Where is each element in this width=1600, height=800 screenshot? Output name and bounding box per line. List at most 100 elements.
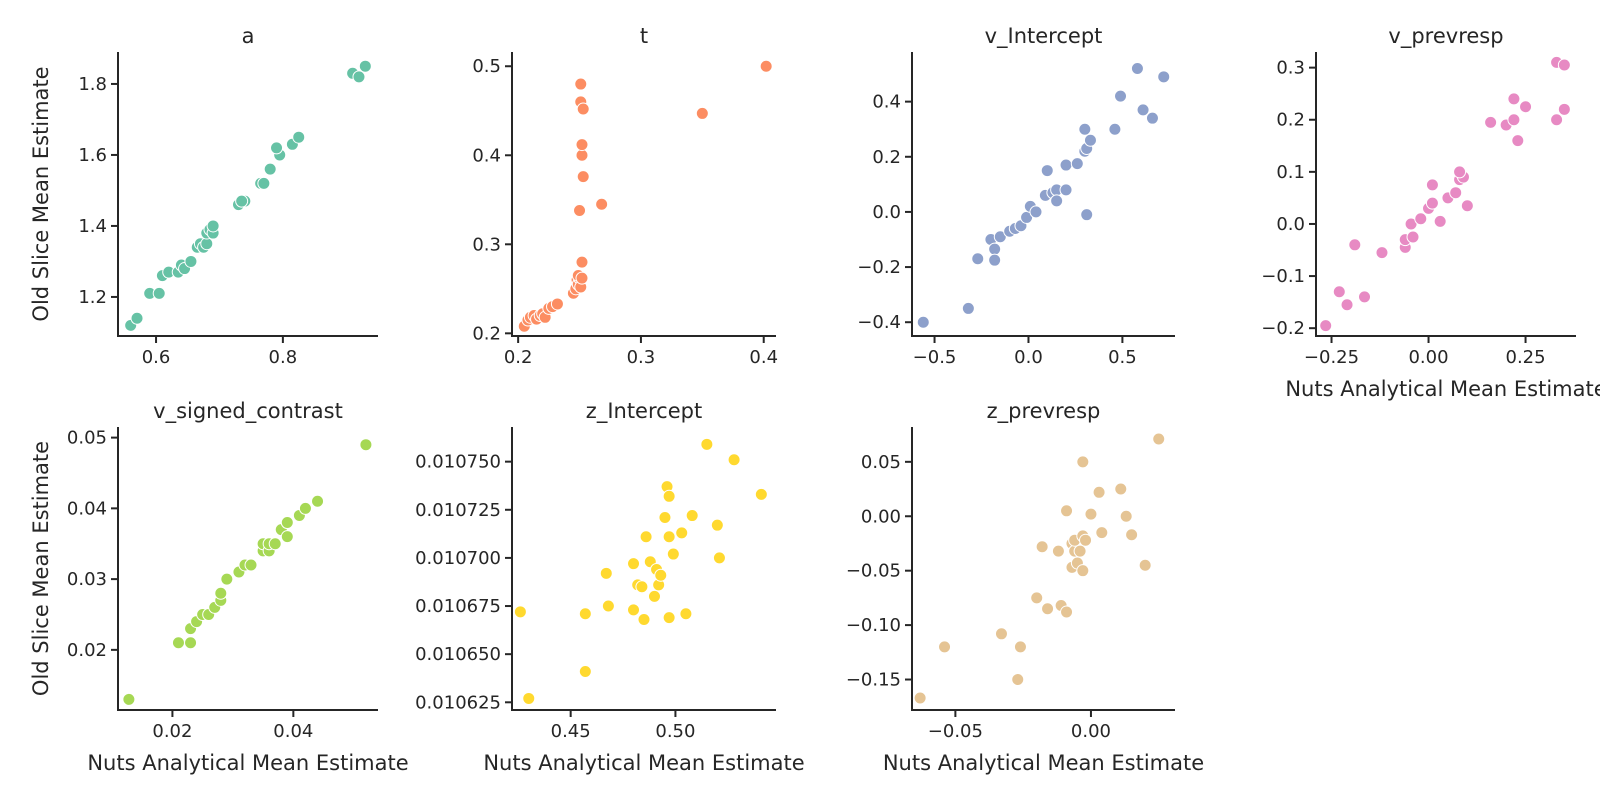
data-point <box>1125 528 1139 542</box>
y-tick-label: 0.2 <box>872 147 901 168</box>
y-tick-label: 0.010725 <box>415 500 501 521</box>
y-tick-label: −0.05 <box>846 561 901 582</box>
data-point <box>712 551 726 565</box>
y-tick-label: 1.8 <box>78 74 107 95</box>
data-point <box>1083 133 1097 147</box>
data-point <box>662 530 676 544</box>
axis-spines <box>511 52 776 337</box>
x-tick-label: 0.45 <box>551 721 591 742</box>
data-point <box>1130 62 1144 76</box>
data-point <box>662 489 676 503</box>
x-tick-label: 0.25 <box>1506 347 1546 368</box>
y-tick-label: −0.2 <box>1261 318 1305 339</box>
y-tick-label: 0.010675 <box>415 596 501 617</box>
data-point <box>574 77 588 91</box>
data-point <box>1114 482 1128 496</box>
x-tick-label: 0.5 <box>1108 347 1137 368</box>
data-point <box>595 197 609 211</box>
data-point <box>522 691 536 705</box>
y-tick-label: 0.010700 <box>415 548 501 569</box>
x-tick-label: −0.5 <box>913 347 957 368</box>
data-point <box>513 605 527 619</box>
data-point <box>152 286 166 300</box>
data-point <box>1060 605 1074 619</box>
data-point <box>298 501 312 515</box>
data-point <box>270 141 284 155</box>
data-point <box>759 59 773 73</box>
y-tick-label: 0.0 <box>1276 214 1305 235</box>
y-tick-label: 0.1 <box>1276 162 1305 183</box>
data-point <box>1030 591 1044 605</box>
data-point <box>988 253 1002 267</box>
panel-v-prevresp: v_prevresp −0.25 0.00 0.25 −0.2 −0.1 0.0 0.1 0.2… <box>1261 24 1600 401</box>
data-point <box>1041 602 1055 616</box>
y-tick-label: −0.10 <box>846 615 901 636</box>
data-point <box>359 438 373 452</box>
data-point <box>1414 212 1428 226</box>
data-point <box>685 509 699 523</box>
data-point <box>130 311 144 325</box>
y-tick-label: 0.0 <box>872 202 901 223</box>
data-point <box>1152 432 1166 446</box>
data-point <box>1108 122 1122 136</box>
data-point <box>654 568 668 582</box>
data-point <box>1029 205 1043 219</box>
data-point <box>1449 186 1463 200</box>
data-point <box>575 138 589 152</box>
data-point <box>575 255 589 269</box>
x-tick-label: 0.8 <box>269 347 298 368</box>
y-tick-label: −0.4 <box>857 312 901 333</box>
data-point <box>184 254 198 268</box>
axis-spines <box>117 427 378 711</box>
data-point <box>122 692 136 706</box>
data-point <box>280 516 294 530</box>
data-point <box>214 586 228 600</box>
data-point <box>1433 214 1447 228</box>
data-point <box>1051 544 1065 558</box>
data-point <box>1050 194 1064 208</box>
y-tick-label: 0.3 <box>472 234 501 255</box>
x-axis-label: Nuts Analytical Mean Estimate <box>87 751 408 775</box>
data-point <box>578 607 592 621</box>
x-tick-label: 0.0 <box>1014 347 1043 368</box>
data-point <box>1092 485 1106 499</box>
data-point <box>220 572 234 586</box>
data-point <box>575 271 589 285</box>
data-point <box>627 603 641 617</box>
data-point <box>311 494 325 508</box>
data-point <box>727 453 741 467</box>
y-tick-label: −0.1 <box>1261 266 1305 287</box>
data-point <box>916 315 930 329</box>
axis-spines <box>911 427 1175 711</box>
data-point <box>961 301 975 315</box>
x-tick-label: −0.05 <box>928 721 983 742</box>
y-tick-label: 0.2 <box>1276 110 1305 131</box>
data-point <box>1507 113 1521 127</box>
data-point <box>637 613 651 627</box>
y-tick-label: −0.15 <box>846 670 901 691</box>
panel-z-Intercept: z_Intercept 0.45 0.50 0.010625 0.010650 0.010… <box>415 399 805 775</box>
data-point <box>1332 285 1346 299</box>
data-point <box>913 691 927 705</box>
data-point <box>358 59 372 73</box>
data-point <box>576 102 590 116</box>
x-tick-label: 0.6 <box>142 347 171 368</box>
panel-t: t 0.2 0.3 0.4 0.2 0.3 0.4 0.5 <box>472 24 778 368</box>
data-point <box>679 607 693 621</box>
data-point <box>1375 246 1389 260</box>
data-point <box>1076 564 1090 578</box>
data-point <box>627 557 641 571</box>
panel-title: v_prevresp <box>1388 24 1503 49</box>
data-point <box>1484 115 1498 129</box>
panel-title: v_Intercept <box>985 24 1103 49</box>
y-tick-label: 0.010750 <box>415 452 501 473</box>
y-tick-label: 0.05 <box>67 428 107 449</box>
x-tick-label: −0.25 <box>1304 347 1359 368</box>
x-tick-label: 0.2 <box>504 347 533 368</box>
y-tick-label: 0.05 <box>861 452 901 473</box>
y-tick-label: 0.2 <box>472 323 501 344</box>
y-tick-label: 1.6 <box>78 145 107 166</box>
axis-spines <box>911 52 1175 337</box>
data-point <box>1070 157 1084 171</box>
panel-v-Intercept: v_Intercept −0.5 0.0 0.5 −0.4 −0.2 0.0 0.2 0.4 <box>857 24 1175 368</box>
